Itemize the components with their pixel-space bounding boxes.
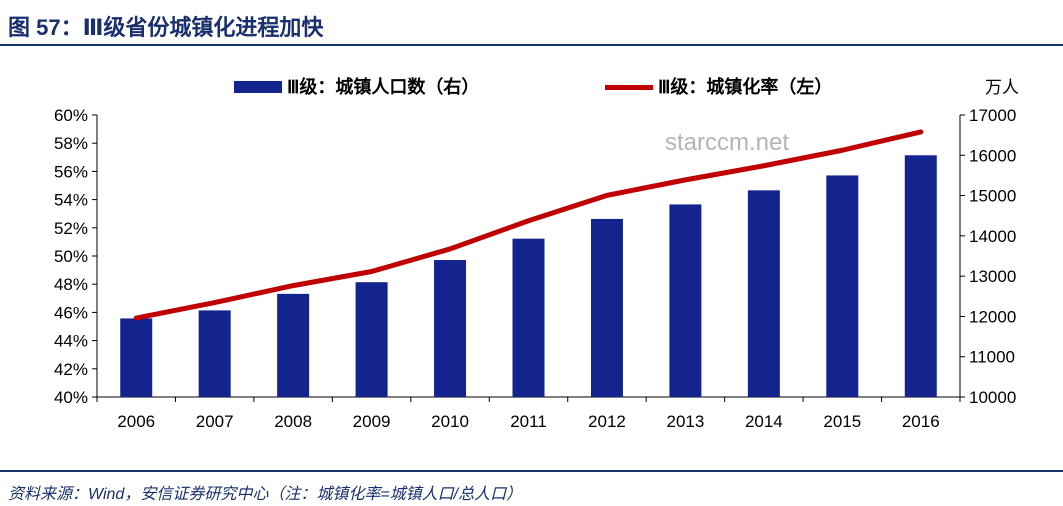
right-tick-label: 16000 xyxy=(969,146,1016,165)
bar xyxy=(434,260,467,397)
left-tick-label: 58% xyxy=(54,134,88,153)
x-tick-label: 2016 xyxy=(902,412,940,431)
chart: Ⅲ级：城镇人口数（右） Ⅲ级：城镇化率（左） starccm.net 万人 40… xyxy=(54,76,1019,431)
bar xyxy=(512,238,545,397)
left-tick-label: 46% xyxy=(54,303,88,322)
right-axis-unit: 万人 xyxy=(985,78,1019,97)
right-tick-label: 11000 xyxy=(969,348,1015,367)
left-tick-label: 48% xyxy=(54,275,88,294)
bar xyxy=(826,175,859,397)
legend-bar-swatch xyxy=(234,81,282,93)
right-tick-label: 17000 xyxy=(969,106,1016,125)
left-tick-label: 50% xyxy=(54,247,88,266)
bar xyxy=(669,204,702,397)
bar xyxy=(904,155,937,397)
legend-line-label: Ⅲ级：城镇化率（左） xyxy=(658,76,832,97)
right-tick-label: 10000 xyxy=(969,388,1016,407)
source-note: 资料来源：Wind，安信证券研究中心（注：城镇化率=城镇人口/总人口） xyxy=(8,486,523,503)
figure-title: 图 57：Ⅲ级省份城镇化进程加快 xyxy=(8,15,324,40)
bar xyxy=(277,293,310,397)
right-tick-label: 15000 xyxy=(969,187,1016,206)
bar xyxy=(120,318,153,397)
bar xyxy=(747,190,780,397)
x-tick-label: 2012 xyxy=(588,412,626,431)
line-series xyxy=(133,129,924,321)
x-axis-labels: 2006 2007 2008 2009 2010 2011 2012 2013 2014 2015… xyxy=(117,412,939,431)
bar xyxy=(590,218,623,397)
left-tick-label: 44% xyxy=(54,332,88,351)
bar xyxy=(355,282,388,397)
right-tick-label: 12000 xyxy=(969,307,1016,326)
left-tick-label: 56% xyxy=(54,162,88,181)
x-tick-label: 2006 xyxy=(117,412,155,431)
x-tick-label: 2013 xyxy=(666,412,704,431)
legend: Ⅲ级：城镇人口数（右） Ⅲ级：城镇化率（左） xyxy=(234,76,832,97)
axes: 40% 42% 44% 46% 48% 50% 52% 54% 56% 58% 60% 10000 11… xyxy=(54,106,1016,407)
title-rule xyxy=(0,44,1063,46)
x-tick-label: 2014 xyxy=(745,412,783,431)
x-tick-label: 2007 xyxy=(196,412,234,431)
left-tick-label: 52% xyxy=(54,219,88,238)
bars xyxy=(120,155,937,397)
watermark: starccm.net xyxy=(665,129,789,156)
legend-bar-label: Ⅲ级：城镇人口数（右） xyxy=(287,76,479,97)
x-tick-label: 2009 xyxy=(353,412,391,431)
x-tick-label: 2008 xyxy=(274,412,312,431)
right-tick-label: 13000 xyxy=(969,267,1016,286)
x-tick-label: 2011 xyxy=(510,412,547,431)
x-tick-label: 2010 xyxy=(431,412,469,431)
right-tick-label: 14000 xyxy=(969,227,1016,246)
left-tick-label: 42% xyxy=(54,360,88,379)
left-tick-label: 60% xyxy=(54,106,88,125)
left-tick-label: 40% xyxy=(54,388,88,407)
legend-line-swatch xyxy=(605,85,653,90)
left-tick-label: 54% xyxy=(54,191,88,210)
x-tick-label: 2015 xyxy=(823,412,861,431)
bar xyxy=(198,310,231,397)
footer-rule xyxy=(0,470,1063,472)
